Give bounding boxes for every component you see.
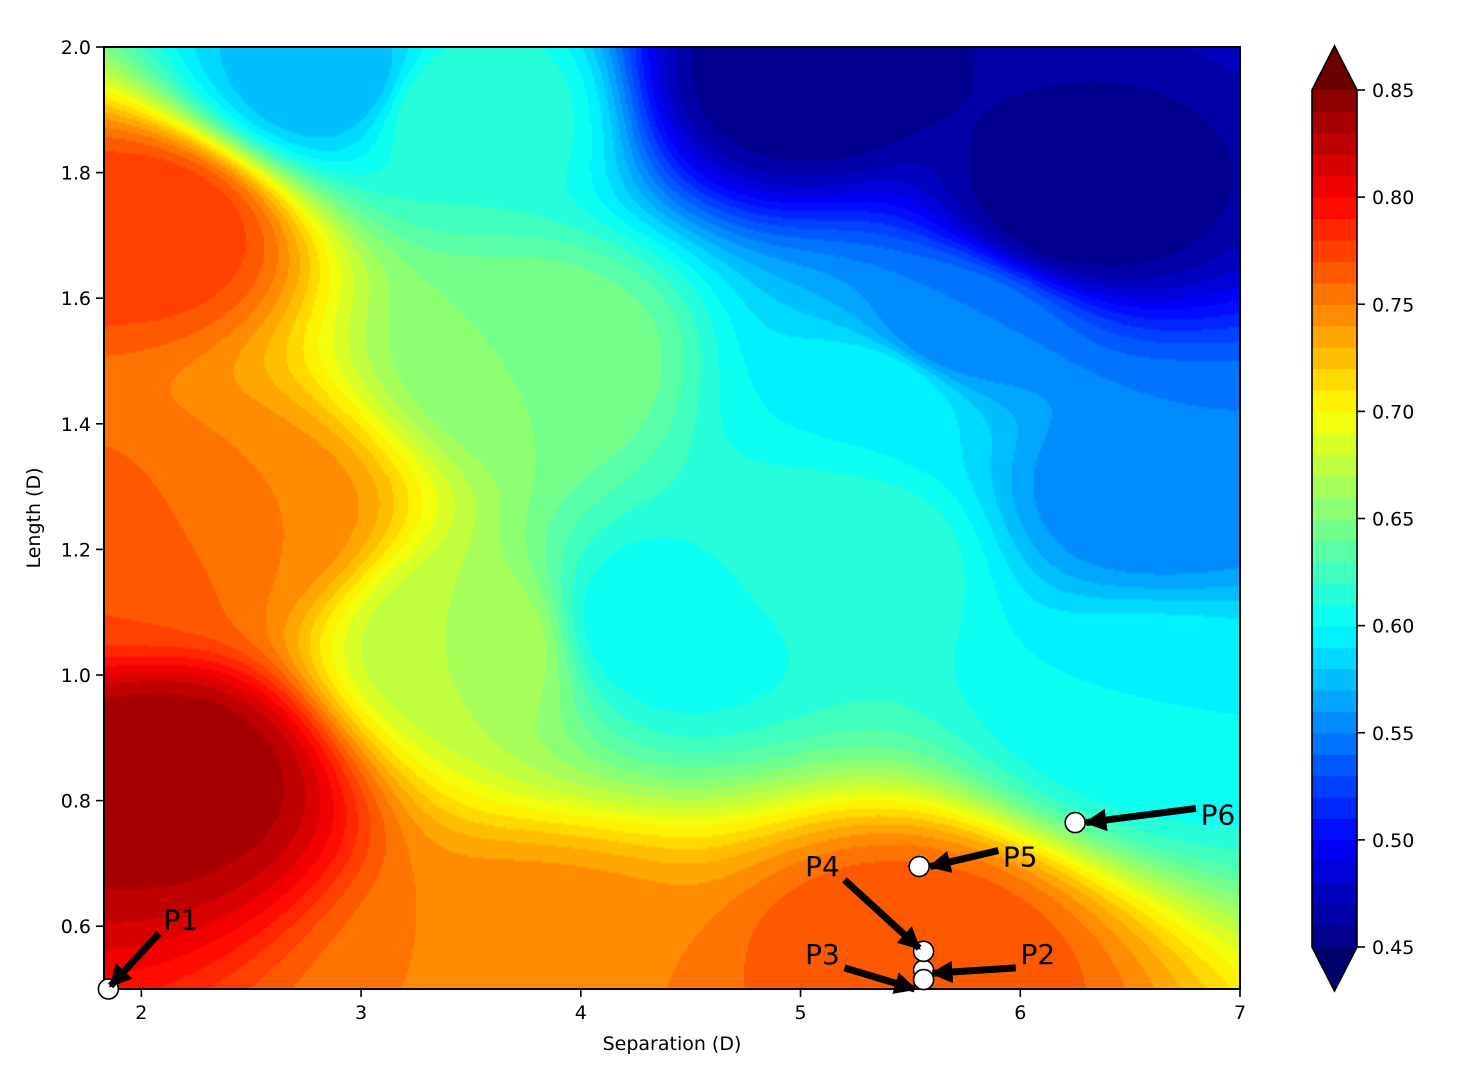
- colorbar-tick-label: 0.75: [1372, 294, 1414, 316]
- data-point-p6: [1064, 811, 1087, 834]
- annotations-layer: P1 P2 P3 P4 P5 P6: [108, 798, 1236, 994]
- colorbar-band: [1312, 432, 1357, 455]
- colorbar-band: [1312, 689, 1357, 712]
- annotation-arrow-p6: [1083, 804, 1197, 832]
- x-tick-label: 6: [1014, 1002, 1026, 1024]
- colorbar-band: [1312, 154, 1357, 177]
- colorbar-tick-label: 0.55: [1372, 723, 1414, 745]
- colorbar-band: [1312, 925, 1357, 948]
- colorbar-band: [1312, 132, 1357, 155]
- colorbar-tick-label: 0.45: [1372, 937, 1414, 959]
- colorbar: 0.45 0.50 0.55 0.60 0.65 0.70 0.75 0.80 0.85: [1311, 44, 1414, 993]
- colorbar-band: [1312, 475, 1357, 498]
- colorbar-band: [1312, 775, 1357, 798]
- colorbar-band: [1312, 818, 1357, 841]
- colorbar-band: [1312, 197, 1357, 220]
- colorbar-extend-top: [1312, 46, 1357, 90]
- colorbar-band: [1312, 647, 1357, 670]
- colorbar-tick-label: 0.65: [1372, 509, 1414, 531]
- plot-area: [104, 47, 1240, 989]
- y-axis: 0.6 0.8 1.0 1.2 1.4 1.6 1.8 2.0: [61, 37, 104, 938]
- colorbar-band: [1312, 347, 1357, 370]
- annotation-label-p2: P2: [1020, 938, 1055, 971]
- colorbar-band: [1312, 90, 1357, 113]
- annotation-label-p1: P1: [164, 903, 199, 936]
- colorbar-band: [1312, 261, 1357, 284]
- colorbar-band: [1312, 368, 1357, 391]
- annotation-arrow-p1: [108, 930, 162, 989]
- annotation-arrow-p4: [842, 877, 922, 951]
- colorbar-band: [1312, 882, 1357, 905]
- y-tick-label: 0.6: [61, 916, 91, 938]
- colorbar-band: [1312, 797, 1357, 820]
- colorbar-band: [1312, 497, 1357, 520]
- x-axis-label: Separation (D): [603, 1033, 742, 1055]
- plot-frame: [103, 46, 1241, 990]
- annotation-label-p4: P4: [805, 850, 840, 883]
- colorbar-band: [1312, 239, 1357, 262]
- data-point-p5: [908, 855, 930, 878]
- y-tick-label: 1.0: [61, 665, 91, 687]
- colorbar-band: [1312, 518, 1357, 541]
- colorbar-band: [1312, 111, 1357, 134]
- colorbar-band: [1312, 754, 1357, 777]
- colorbar-band: [1312, 325, 1357, 348]
- colorbar-band: [1312, 711, 1357, 734]
- colorbar-band: [1312, 282, 1357, 305]
- colorbar-band: [1312, 904, 1357, 927]
- colorbar-band: [1312, 604, 1357, 627]
- x-tick-label: 7: [1234, 1002, 1246, 1024]
- x-tick-label: 5: [794, 1002, 806, 1024]
- x-tick-label: 2: [135, 1002, 147, 1024]
- x-tick-label: 4: [575, 1002, 587, 1024]
- colorbar-band: [1312, 861, 1357, 884]
- y-tick-label: 0.8: [61, 791, 91, 813]
- colorbar-band: [1312, 411, 1357, 434]
- annotation-arrow-p5: [928, 847, 1000, 873]
- colorbar-tick-label: 0.50: [1372, 830, 1414, 852]
- data-point-p3: [912, 968, 935, 991]
- colorbar-band: [1312, 625, 1357, 648]
- annotation-label-p6: P6: [1201, 798, 1236, 831]
- annotation-arrow-p2: [930, 960, 1017, 984]
- colorbar-tick-label: 0.70: [1372, 401, 1414, 423]
- annotation-arrow-p3: [843, 964, 917, 994]
- colorbar-band: [1312, 304, 1357, 327]
- y-tick-label: 1.4: [61, 414, 91, 436]
- colorbar-band: [1312, 175, 1357, 198]
- colorbar-bands: [1312, 90, 1357, 948]
- colorbar-tick-label: 0.60: [1372, 616, 1414, 638]
- colorbar-band: [1312, 454, 1357, 477]
- colorbar-band: [1312, 839, 1357, 862]
- colorbar-band: [1312, 582, 1357, 605]
- y-tick-label: 2.0: [61, 37, 91, 59]
- y-tick-label: 1.6: [61, 288, 91, 310]
- colorbar-band: [1312, 218, 1357, 241]
- colorbar-ticks: 0.45 0.50 0.55 0.60 0.65 0.70 0.75 0.80 0.85: [1357, 80, 1414, 959]
- contour-surface: [104, 47, 1240, 989]
- colorbar-band: [1312, 732, 1357, 755]
- colorbar-band: [1312, 561, 1357, 584]
- y-axis-label: Length (D): [23, 467, 45, 568]
- x-axis: 2 3 4 5 6 7: [135, 989, 1246, 1024]
- colorbar-band: [1312, 539, 1357, 562]
- y-tick-label: 1.8: [61, 163, 91, 185]
- annotation-label-p3: P3: [805, 938, 840, 971]
- colorbar-extend-bottom: [1312, 947, 1357, 991]
- colorbar-tick-label: 0.85: [1372, 80, 1414, 102]
- annotation-label-p5: P5: [1003, 841, 1038, 874]
- x-tick-label: 3: [355, 1002, 367, 1024]
- colorbar-band: [1312, 668, 1357, 691]
- colorbar-band: [1312, 389, 1357, 412]
- y-tick-label: 1.2: [61, 539, 91, 561]
- colorbar-tick-label: 0.80: [1372, 187, 1414, 209]
